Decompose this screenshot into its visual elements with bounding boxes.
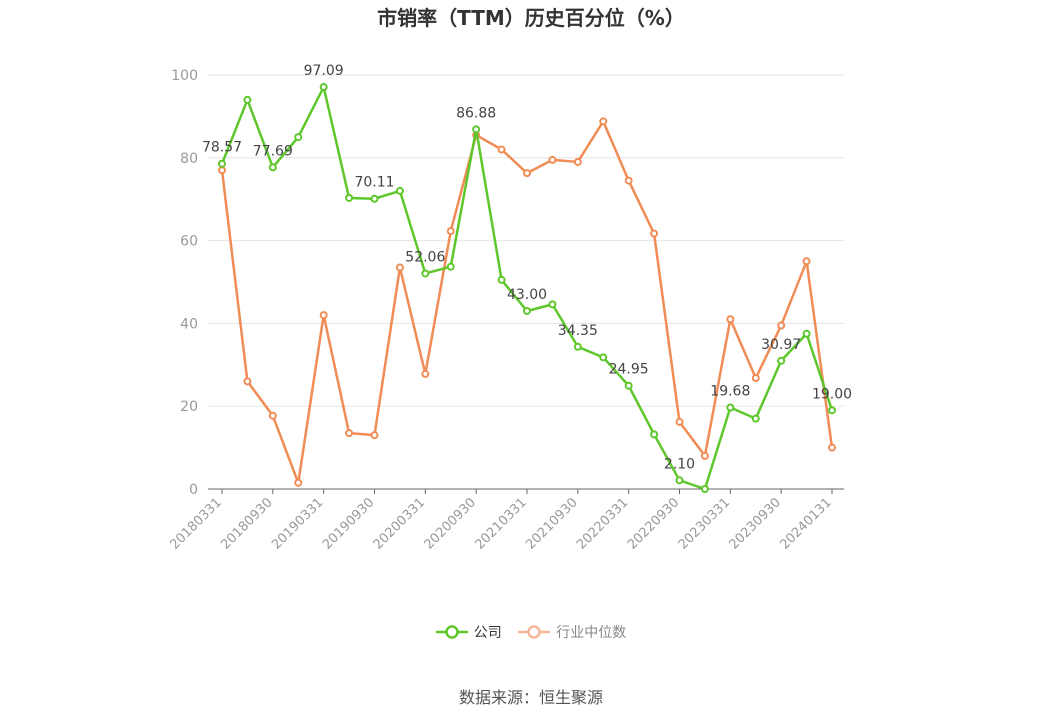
x-tick-label: 20180930 [218, 495, 275, 552]
data-label: 97.09 [304, 63, 344, 79]
data-point-company [802, 329, 811, 338]
legend: 公司 行业中位数 [0, 622, 1062, 643]
data-point-company [421, 269, 430, 278]
x-tick-label: 20220331 [574, 495, 631, 552]
data-label: 2.10 [664, 456, 695, 472]
line-chart: 0 20 40 60 80 100 2018033120180930201903312019… [167, 63, 852, 553]
data-point-company [243, 95, 252, 104]
data-label: 30.97 [761, 337, 801, 353]
chart-title: 市销率（TTM）历史百分位（%） [377, 6, 685, 30]
data-point-company [523, 306, 531, 315]
data-point-industry-median [726, 315, 735, 324]
data-point-industry-median [268, 411, 277, 420]
data-point-company [624, 381, 633, 390]
data-point-industry-median [446, 227, 455, 236]
x-tick-label: 20200331 [371, 495, 428, 552]
data-point-company [675, 476, 684, 485]
data-point-industry-median [700, 451, 709, 460]
y-tick-label: 100 [171, 68, 198, 84]
data-point-company [548, 300, 557, 309]
data-point-company [446, 262, 455, 271]
x-tick-label: 20210930 [523, 495, 580, 552]
data-point-industry-median [548, 155, 557, 164]
x-tick-label: 20230930 [727, 495, 784, 552]
data-point-industry-median [599, 117, 608, 126]
data-point-industry-median [421, 369, 430, 378]
legend-item-industry-median[interactable]: 行业中位数 [518, 622, 626, 642]
data-point-industry-median [319, 311, 328, 320]
x-tick-label: 20210331 [472, 495, 529, 552]
data-point-industry-median [395, 263, 404, 272]
data-point-industry-median [650, 229, 659, 238]
data-point-industry-median [523, 169, 531, 178]
data-point-company [319, 83, 328, 92]
data-point-company [828, 406, 836, 415]
data-point-industry-median [370, 431, 379, 440]
data-point-industry-median [802, 257, 811, 266]
data-label: 43.00 [507, 287, 547, 303]
data-point-company [726, 403, 735, 412]
legend-label-industry-median: 行业中位数 [556, 625, 627, 641]
data-point-company [777, 356, 786, 365]
data-point-industry-median [243, 377, 252, 386]
x-tick-label: 20230331 [676, 495, 733, 552]
data-point-industry-median [624, 176, 633, 185]
data-point-company [700, 485, 709, 493]
data-label: 24.95 [609, 362, 649, 378]
data-point-industry-median [497, 145, 506, 154]
data-point-industry-median [777, 321, 786, 330]
data-point-company [599, 353, 608, 362]
data-point-company [650, 430, 659, 439]
y-tick-label: 80 [180, 151, 198, 167]
x-tick-label: 20200930 [422, 495, 479, 552]
x-tick-label: 20240131 [777, 495, 834, 552]
y-tick-label: 20 [180, 399, 198, 415]
data-point-company [345, 193, 354, 202]
data-point-industry-median [294, 478, 303, 487]
y-tick-label: 0 [189, 482, 198, 498]
x-tick-label: 20190930 [320, 495, 377, 552]
y-tick-label: 60 [180, 234, 198, 250]
x-tick-label: 20180331 [167, 495, 224, 552]
data-label: 19.68 [710, 384, 750, 400]
data-point-company [751, 414, 760, 423]
data-point-industry-median [675, 417, 684, 426]
data-point-company [497, 275, 506, 284]
data-point-industry-median [345, 429, 354, 438]
legend-company-icon [435, 625, 468, 639]
data-label: 19.00 [812, 386, 852, 402]
data-point-industry-median [751, 374, 760, 383]
data-point-company [395, 186, 404, 195]
data-label: 70.11 [354, 175, 394, 191]
data-point-industry-median [218, 166, 226, 175]
x-tick-label: 20220930 [625, 495, 682, 552]
legend-label-company: 公司 [473, 625, 502, 641]
data-point-industry-median [828, 443, 836, 452]
data-point-company [472, 125, 481, 134]
y-tick-label: 40 [180, 316, 198, 332]
data-label: 34.35 [558, 323, 598, 339]
legend-item-company[interactable]: 公司 [435, 622, 502, 642]
source-note: 数据来源：恒生聚源 [458, 688, 603, 707]
data-label: 78.57 [202, 140, 242, 156]
data-point-company [268, 163, 277, 172]
data-label: 77.69 [253, 143, 293, 159]
x-tick-label: 20190331 [269, 495, 326, 552]
data-label: 52.06 [405, 249, 445, 265]
data-point-company [370, 194, 379, 203]
data-point-company [218, 159, 226, 168]
data-point-company [573, 342, 582, 351]
legend-industry-median-icon [518, 625, 551, 639]
data-label: 86.88 [456, 105, 496, 121]
data-point-company [294, 133, 303, 142]
data-point-industry-median [573, 157, 582, 166]
